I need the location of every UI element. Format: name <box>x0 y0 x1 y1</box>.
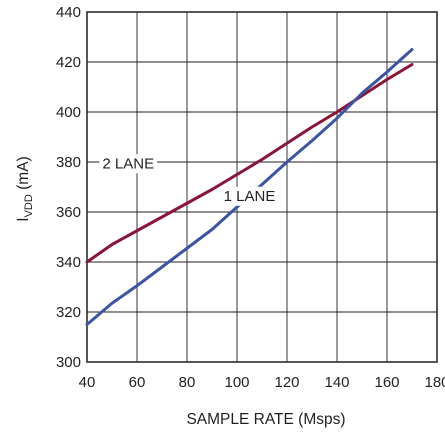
annotation-background <box>99 154 158 174</box>
annotation-2-lane: 2 LANE <box>99 154 158 174</box>
x-axis-label: SAMPLE RATE (Msps) <box>186 411 345 428</box>
x-tick-label: 120 <box>274 374 299 391</box>
annotations: 2 LANE 1 LANE <box>99 154 279 206</box>
x-tick-label: 160 <box>374 374 399 391</box>
x-tick-label: 80 <box>179 374 196 391</box>
y-tick-label: 320 <box>56 304 81 321</box>
y-tick-label: 420 <box>56 54 81 71</box>
plot-frame <box>86 11 438 363</box>
x-tick-label: 140 <box>324 374 349 391</box>
y-axis-label-subscript: VDD <box>23 194 35 217</box>
x-tick-label: 40 <box>79 374 96 391</box>
y-tick-label: 340 <box>56 254 81 271</box>
x-tick-labels: 40 60 80 100 120 140 160 180 <box>79 374 445 391</box>
y-tick-label: 380 <box>56 154 81 171</box>
annotation-text: 1 LANE <box>224 188 276 205</box>
y-axis-label: IVDD (mA) <box>15 156 35 221</box>
y-axis-label-unit: (mA) <box>15 156 32 194</box>
y-tick-label: 440 <box>56 4 81 21</box>
annotation-background <box>220 186 279 206</box>
x-tick-label: 100 <box>224 374 249 391</box>
annotation-1-lane: 1 LANE <box>220 186 279 206</box>
y-tick-label: 360 <box>56 204 81 221</box>
y-tick-labels: 300 320 340 360 380 400 420 440 <box>56 4 81 371</box>
y-axis-label-main: I <box>15 217 32 221</box>
y-tick-label: 400 <box>56 104 81 121</box>
x-tick-label: 60 <box>129 374 146 391</box>
annotation-text: 2 LANE <box>102 155 154 172</box>
y-tick-label: 300 <box>56 354 81 371</box>
x-tick-label: 180 <box>424 374 445 391</box>
